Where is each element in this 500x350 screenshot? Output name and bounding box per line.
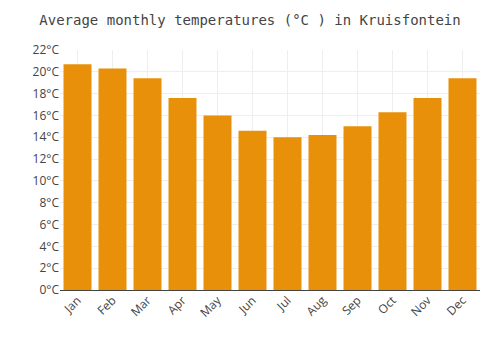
svg-text:Jan: Jan (60, 292, 85, 317)
svg-text:Mar: Mar (127, 292, 155, 320)
svg-text:8°C: 8°C (39, 194, 59, 211)
svg-text:18°C: 18°C (33, 85, 60, 102)
svg-text:Jun: Jun (234, 292, 259, 317)
svg-text:20°C: 20°C (33, 63, 60, 80)
svg-text:May: May (196, 291, 225, 320)
svg-text:Apr: Apr (164, 292, 190, 318)
svg-text:12°C: 12°C (33, 150, 60, 167)
svg-text:0°C: 0°C (39, 281, 59, 298)
svg-text:Oct: Oct (374, 292, 400, 318)
svg-text:14°C: 14°C (33, 128, 60, 145)
svg-text:Average monthly temperatures (: Average monthly temperatures (°C ) in Kr… (39, 12, 460, 28)
svg-text:Jul: Jul (272, 292, 294, 314)
svg-text:6°C: 6°C (39, 216, 59, 233)
svg-text:Feb: Feb (93, 292, 119, 318)
svg-text:16°C: 16°C (33, 107, 60, 124)
svg-text:Sep: Sep (338, 292, 365, 319)
svg-text:4°C: 4°C (39, 238, 59, 255)
svg-text:2°C: 2°C (39, 259, 59, 276)
svg-text:Nov: Nov (407, 292, 435, 320)
svg-text:Dec: Dec (443, 292, 470, 319)
svg-text:10°C: 10°C (33, 172, 60, 189)
svg-text:22°C: 22°C (33, 41, 60, 58)
svg-text:Aug: Aug (302, 292, 330, 320)
